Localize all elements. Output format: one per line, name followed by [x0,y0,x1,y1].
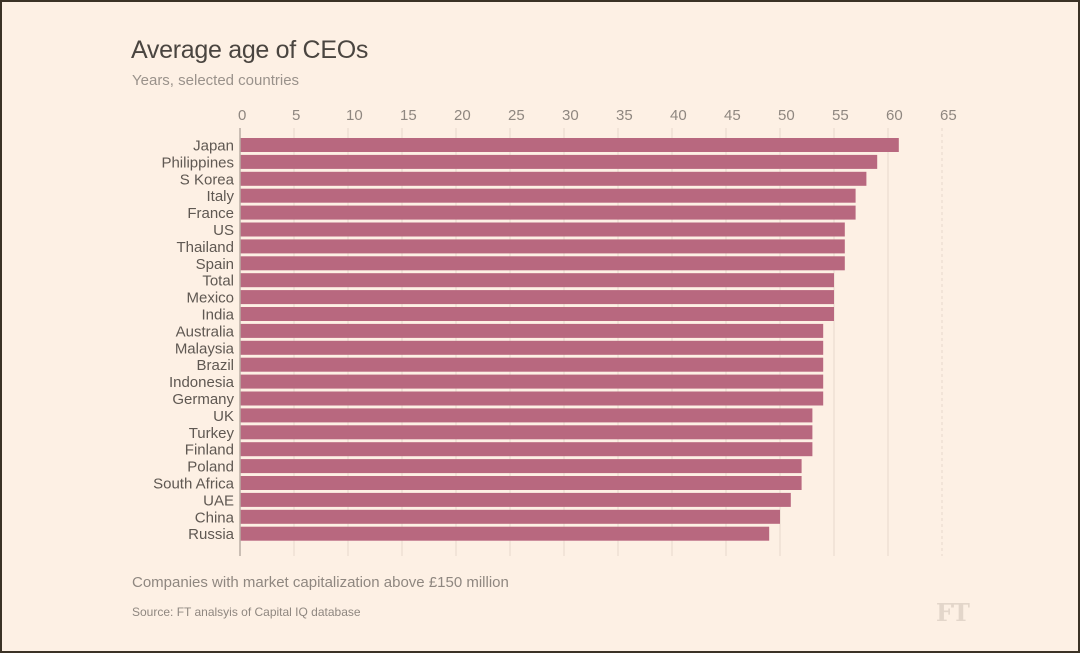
bar [240,459,802,474]
category-label: Japan [193,138,234,155]
x-tick-label: 25 [508,107,525,124]
bar [240,492,791,507]
x-tick-label: 10 [346,107,363,124]
bar [240,509,780,524]
category-label: China [195,509,235,526]
bar [240,273,834,288]
x-tick-label: 60 [886,107,903,124]
chart-source: Source: FT analsyis of Capital IQ databa… [132,605,361,619]
x-tick-label: 15 [400,107,417,124]
bar [240,205,856,220]
bar [240,391,824,406]
bars [240,138,899,541]
bar [240,323,824,338]
ft-logo: FT [936,598,970,627]
bar [240,256,845,271]
category-label: Philippines [161,154,234,171]
x-tick-label: 45 [724,107,741,124]
x-tick-label: 50 [778,107,795,124]
category-label: Brazil [196,357,234,374]
bar [240,476,802,490]
bar [240,154,878,169]
x-tick-label: 5 [292,107,300,124]
category-label: UAE [203,492,234,509]
category-label: Mexico [186,290,234,307]
chart-title: Average age of CEOs [131,36,369,64]
bar [240,442,813,457]
x-tick-label: 35 [616,107,633,124]
category-label: Thailand [176,239,234,256]
category-label: Total [202,273,234,290]
category-label: Finland [185,442,234,459]
x-tick-label: 55 [832,107,849,124]
bar [240,340,824,355]
chart-subtitle: Years, selected countries [132,72,300,89]
bar [240,526,770,541]
category-label: Indonesia [169,374,235,391]
bar [240,171,867,186]
category-label: Turkey [189,425,235,442]
category-label: Germany [172,391,234,408]
bar [240,138,899,152]
category-label: Australia [176,323,235,340]
bar [240,374,824,389]
category-label: India [201,307,234,324]
bar [240,408,813,423]
bar [240,307,834,321]
category-label: S Korea [180,171,235,188]
x-tick-label: 65 [940,107,957,124]
x-axis-ticks: 0 5 10 15 20 25 30 35 40 45 50 55 60 65 [238,107,957,124]
bar [240,357,824,372]
x-tick-label: 0 [238,107,246,124]
chart-note: Companies with market capitalization abo… [132,574,509,591]
bar [240,290,834,305]
category-label: US [213,222,234,239]
bar [240,222,845,237]
bar [240,239,845,254]
category-label: South Africa [153,476,235,493]
bar [240,188,856,203]
category-label: UK [213,408,234,425]
category-label: Poland [187,459,234,476]
category-label: Malaysia [175,340,235,357]
x-tick-label: 40 [670,107,687,124]
x-tick-label: 30 [562,107,579,124]
bar [240,425,813,440]
x-tick-label: 20 [454,107,471,124]
category-label: Italy [206,188,234,205]
category-label: Spain [196,256,234,273]
category-label: France [187,205,234,222]
category-label: Russia [188,526,235,543]
